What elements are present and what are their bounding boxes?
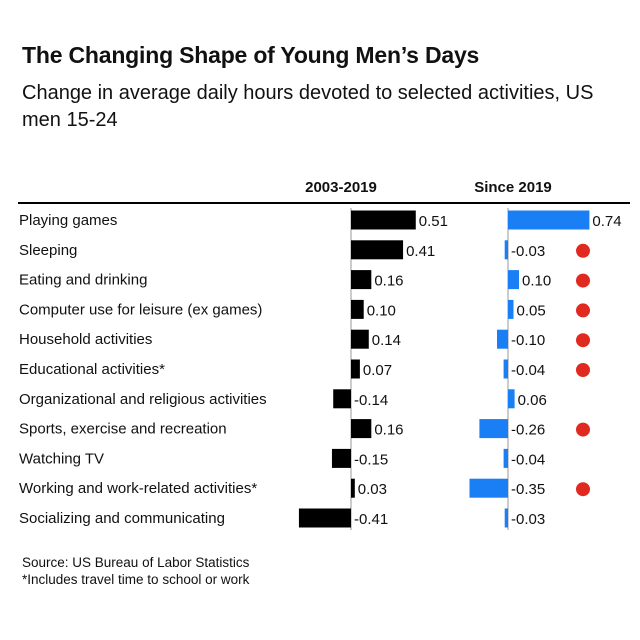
- reversal-dot: [576, 333, 590, 348]
- data-label: -0.04: [511, 451, 545, 468]
- data-label: 0.05: [517, 302, 546, 319]
- source-text: Source: US Bureau of Labor Statistics: [22, 555, 250, 570]
- bar-2003-2019: [333, 389, 351, 409]
- data-label: 0.41: [406, 243, 435, 260]
- bar-since-2019: [508, 210, 590, 230]
- bar-since-2019: [503, 448, 508, 468]
- bar-2003-2019: [351, 419, 372, 439]
- bar-2003-2019: [298, 508, 351, 528]
- data-label: 0.14: [372, 332, 401, 349]
- data-label: -0.15: [354, 451, 388, 468]
- reversal-dot: [576, 303, 590, 318]
- data-label: 0.03: [358, 481, 387, 498]
- category-label: Educational activities*: [19, 361, 165, 378]
- bar-since-2019: [504, 240, 508, 260]
- data-label: -0.26: [511, 422, 545, 439]
- data-label: 0.10: [522, 273, 551, 290]
- category-label: Sleeping: [19, 242, 77, 259]
- category-label: Watching TV: [19, 450, 104, 467]
- data-label: 0.16: [374, 422, 403, 439]
- bar-since-2019: [503, 359, 508, 379]
- category-label: Socializing and communicating: [19, 510, 225, 527]
- bar-2003-2019: [331, 448, 351, 468]
- category-label: Household activities: [19, 331, 152, 348]
- bar-since-2019: [508, 389, 515, 409]
- reversal-dot: [576, 243, 590, 258]
- data-label: -0.03: [511, 511, 545, 528]
- reversal-dot: [576, 363, 590, 377]
- bar-since-2019: [508, 270, 519, 290]
- data-label: -0.14: [354, 392, 388, 409]
- data-label: 0.51: [419, 213, 448, 230]
- data-label: -0.41: [354, 511, 388, 528]
- bar-since-2019: [497, 329, 508, 349]
- footnote-text: *Includes travel time to school or work: [22, 572, 250, 587]
- bar-2003-2019: [351, 240, 404, 260]
- category-label: Eating and drinking: [19, 272, 147, 289]
- source-notes: Source: US Bureau of Labor Statistics *I…: [22, 554, 249, 588]
- category-label: Computer use for leisure (ex games): [19, 301, 262, 318]
- series-header-0: 2003-2019: [305, 179, 377, 196]
- category-label: Organizational and religious activities: [19, 391, 267, 408]
- bar-2003-2019: [351, 329, 369, 349]
- bar-2003-2019: [351, 210, 416, 230]
- data-label: -0.03: [511, 243, 545, 260]
- data-label: 0.06: [518, 392, 547, 409]
- reversal-dot: [576, 482, 590, 497]
- bar-2003-2019: [351, 359, 360, 379]
- category-label: Working and work-related activities*: [19, 480, 257, 497]
- data-label: -0.35: [511, 481, 545, 498]
- bar-2003-2019: [351, 299, 364, 319]
- bar-since-2019: [479, 419, 508, 439]
- bar-since-2019: [504, 508, 508, 528]
- bar-2003-2019: [351, 478, 355, 498]
- data-label: 0.74: [592, 213, 621, 230]
- chart-subtitle: Change in average daily hours devoted to…: [22, 82, 594, 131]
- chart-title: The Changing Shape of Young Men’s Days: [22, 42, 480, 68]
- data-label: 0.07: [363, 362, 392, 379]
- bar-2003-2019: [351, 270, 372, 290]
- data-label: -0.04: [511, 362, 545, 379]
- data-label: -0.10: [511, 332, 545, 349]
- reversal-dot: [576, 422, 590, 437]
- category-label: Playing games: [19, 212, 117, 229]
- reversal-dot: [576, 273, 590, 288]
- bar-since-2019: [469, 478, 508, 498]
- category-label: Sports, exercise and recreation: [19, 421, 227, 438]
- series-header-1: Since 2019: [474, 179, 552, 196]
- data-label: 0.10: [367, 302, 396, 319]
- bar-since-2019: [508, 299, 514, 319]
- data-label: 0.16: [374, 273, 403, 290]
